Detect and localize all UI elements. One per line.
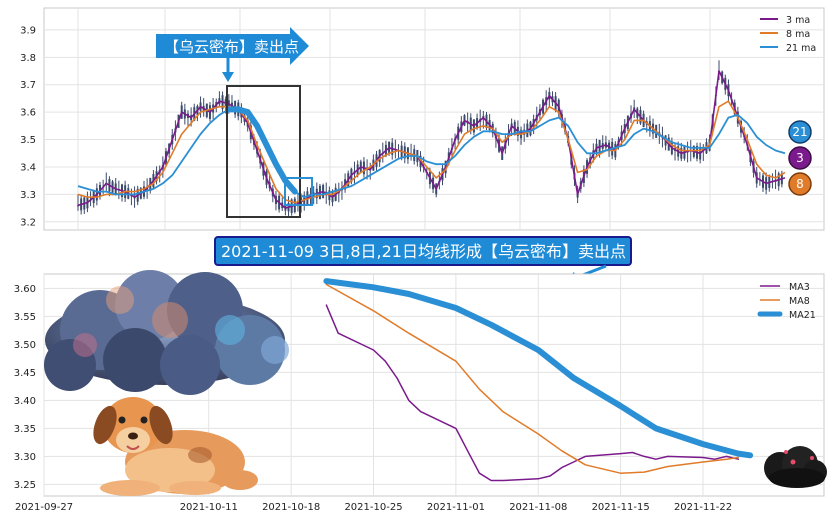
bottom-y-tick-label: 3.25: [14, 480, 36, 491]
legend-label-ma8: MA8: [789, 296, 810, 307]
top-callout-text: 【乌云密布】卖出点: [164, 38, 299, 56]
bottom-x-tick-label: 2021-11-22: [674, 502, 732, 513]
bottom-legend: MA3 MA8 MA21: [757, 282, 816, 321]
top-y-tick-label: 3.9: [20, 25, 36, 36]
line-ma21: [323, 278, 754, 459]
bottom-y-tick-label: 3.40: [14, 396, 36, 407]
top-y-axis: 3.2 3.3 3.4 3.5 3.6 3.7 3.8 3.9: [20, 25, 36, 228]
storm-cloud-icon: [44, 270, 289, 395]
signal-highlight-box: [284, 177, 313, 206]
bottom-x-tick-label: 2021-10-11: [180, 502, 238, 513]
line-21ma: [77, 108, 786, 199]
top-ma-lines: [77, 70, 786, 209]
top-y-tick-label: 3.2: [20, 217, 36, 228]
top-y-tick-label: 3.6: [20, 108, 36, 119]
ma-badges: 21 3 8: [788, 120, 812, 196]
bottom-y-axis: 3.25 3.30 3.35 3.40 3.45 3.50 3.55 3.60: [14, 284, 36, 491]
badge-8: [788, 172, 812, 196]
small-dark-cloud-icon: [764, 446, 827, 488]
bottom-x-tick-label: 2021-11-08: [509, 502, 567, 513]
bottom-x-tick-label: 2021-11-15: [592, 502, 650, 513]
bottom-y-tick-label: 3.35: [14, 424, 36, 435]
badge-3: [788, 146, 812, 170]
legend-label-ma21: MA21: [789, 310, 816, 321]
dog-icon: [93, 397, 258, 496]
line-ma3: [325, 304, 740, 482]
bottom-x-tick-label: 2021-10-18: [262, 502, 320, 513]
badge-21-label: 21: [792, 125, 807, 139]
bottom-x-tick-label: 2021-09-27: [15, 502, 73, 513]
bottom-y-tick-label: 3.50: [14, 340, 36, 351]
bottom-x-axis: 2021-09-27 2021-10-11 2021-10-18 2021-10-25…: [15, 502, 732, 513]
top-y-tick-label: 3.5: [20, 135, 36, 146]
top-y-tick-label: 3.7: [20, 80, 36, 91]
bottom-y-tick-label: 3.45: [14, 368, 36, 379]
bottom-x-tick-label: 2021-11-01: [427, 502, 485, 513]
legend-label-ma3: MA3: [789, 282, 810, 293]
line-ma8: [325, 283, 740, 474]
badge-21: [788, 120, 812, 144]
signal-banner-text: 2021-11-09 3日,8日,21日均线形成【乌云密布】卖出点: [221, 242, 626, 261]
badge-3-label: 3: [796, 151, 804, 165]
legend-label-3ma: 3 ma: [786, 15, 810, 26]
bottom-y-tick-label: 3.30: [14, 452, 36, 463]
line-3ma: [77, 70, 786, 209]
highlighted-21ma-segment: [225, 106, 298, 195]
signal-banner: 2021-11-09 3日,8日,21日均线形成【乌云密布】卖出点: [214, 236, 632, 283]
top-y-tick-label: 3.3: [20, 190, 36, 201]
line-8ma: [77, 100, 786, 204]
top-callout: 【乌云密布】卖出点: [156, 27, 309, 82]
bottom-ma-lines: [323, 278, 754, 482]
badge-8-label: 8: [796, 177, 804, 191]
candle-body: [77, 205, 79, 207]
legend-label-21ma: 21 ma: [786, 43, 816, 54]
top-legend: 3 ma 8 ma 21 ma: [760, 15, 816, 54]
bottom-x-tick-label: 2021-10-25: [344, 502, 402, 513]
top-y-tick-label: 3.8: [20, 53, 36, 64]
top-y-tick-label: 3.4: [20, 162, 36, 173]
pattern-highlight-box: [226, 85, 301, 218]
legend-label-8ma: 8 ma: [786, 29, 810, 40]
bottom-y-tick-label: 3.60: [14, 284, 36, 295]
bottom-y-tick-label: 3.55: [14, 312, 36, 323]
